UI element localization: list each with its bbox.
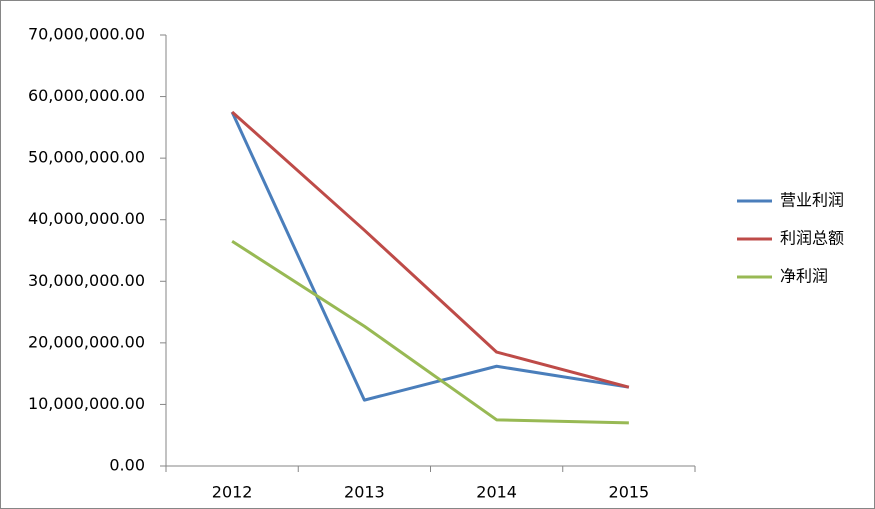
x-tick-label: 2013: [344, 483, 385, 502]
legend-label: 净利润: [780, 267, 828, 286]
legend-label: 利润总额: [780, 229, 844, 248]
y-tick-label: 70,000,000.00: [28, 25, 145, 44]
line-series: [230, 111, 630, 402]
y-tick-label: 0.00: [109, 456, 145, 475]
x-tick-label: 2014: [476, 483, 517, 502]
x-tick-label: 2012: [212, 483, 253, 502]
y-tick-label: 20,000,000.00: [28, 332, 145, 351]
y-tick-label: 40,000,000.00: [28, 209, 145, 228]
y-tick-label: 50,000,000.00: [28, 148, 145, 167]
y-tick-label: 30,000,000.00: [28, 271, 145, 290]
y-tick-label: 60,000,000.00: [28, 86, 145, 105]
line-series: [231, 110, 630, 389]
legend-label: 营业利润: [780, 191, 844, 210]
line-series: [231, 240, 629, 425]
x-tick-label: 2015: [609, 483, 650, 502]
y-tick-label: 10,000,000.00: [28, 394, 145, 413]
